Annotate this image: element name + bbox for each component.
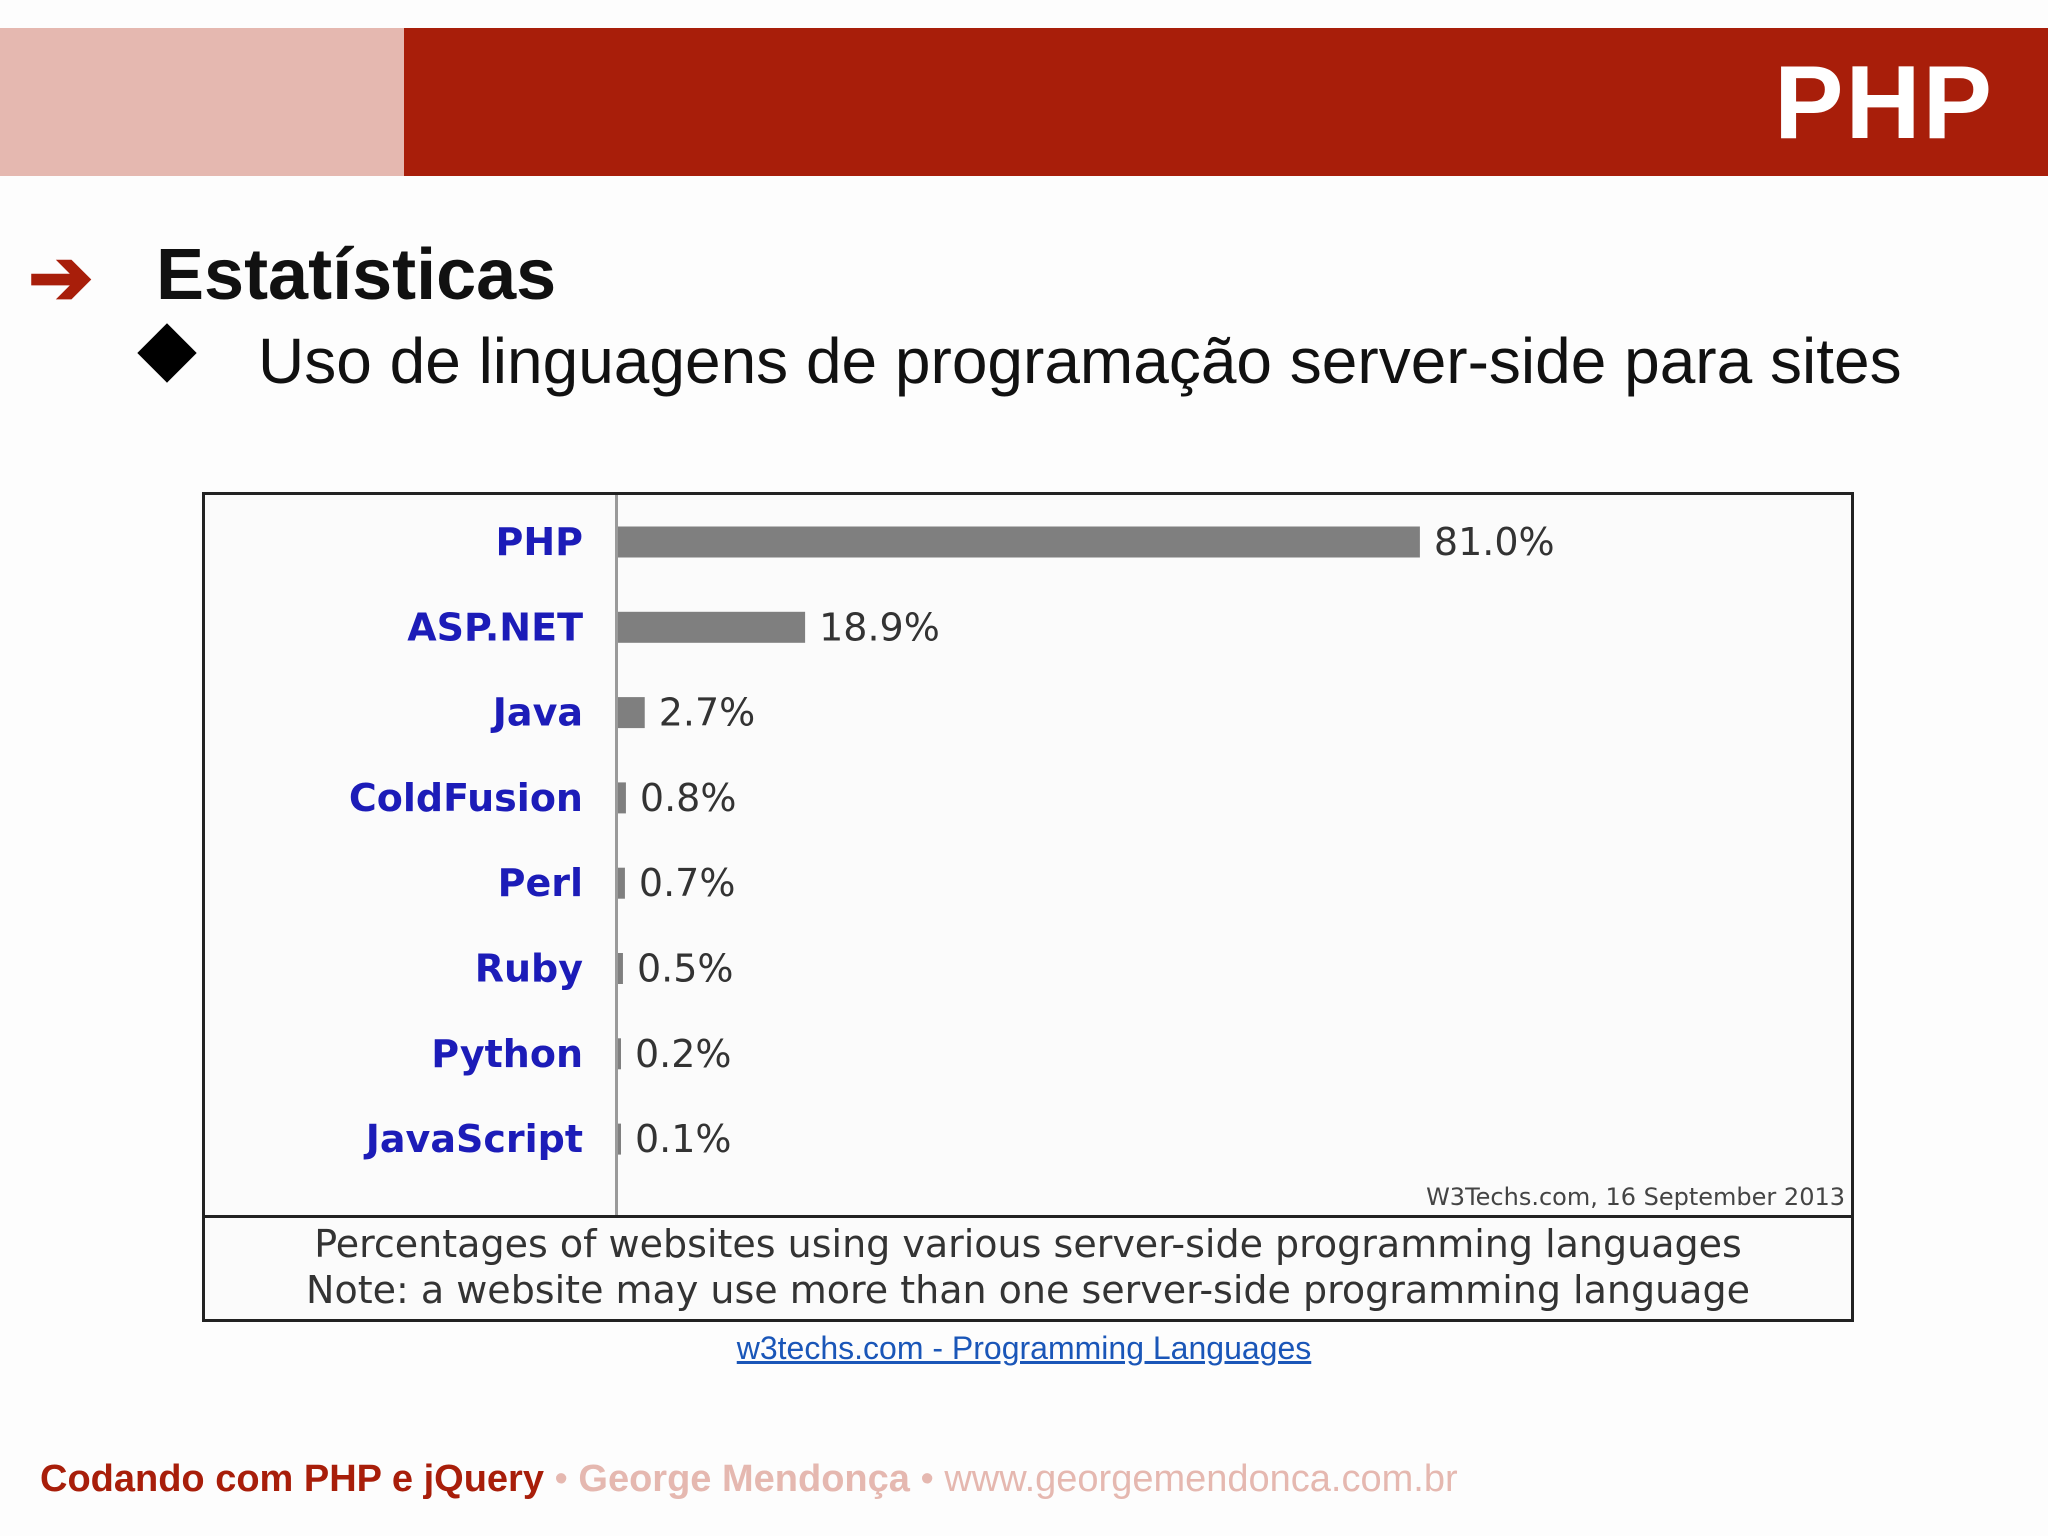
value-label: 81.0%: [1434, 520, 1555, 564]
header-banner-accent: [0, 28, 404, 176]
bar: [618, 611, 806, 643]
bar: [618, 1038, 621, 1070]
chart-axis-line: [615, 495, 618, 1215]
category-label: PHP: [495, 520, 583, 564]
category-label: Python: [431, 1032, 583, 1076]
value-label: 0.8%: [640, 776, 737, 820]
bar: [618, 1123, 621, 1155]
source-link[interactable]: w3techs.com - Programming Languages: [736, 1330, 1312, 1366]
bar: [618, 953, 623, 984]
footer-separator: •: [554, 1458, 568, 1500]
section-heading: Estatísticas: [156, 235, 557, 315]
bar: [618, 867, 625, 899]
footer: Codando com PHP e jQuery • George Mendon…: [40, 1456, 1458, 1502]
footer-website: www.georgemendonca.com.br: [944, 1458, 1458, 1500]
bar: [618, 526, 1420, 558]
chart-plot: PHP 81.0% ASP.NET 18.9% Java 2.7% ColdFusion 0.…: [349, 520, 1555, 1161]
chart-caption-line: Note: a website may use more than one se…: [306, 1268, 1750, 1312]
category-label: ASP.NET: [407, 605, 583, 649]
value-label: 2.7%: [659, 691, 756, 735]
slide-title: PHP: [1774, 45, 1994, 161]
value-label: 0.5%: [637, 947, 734, 991]
category-label: ColdFusion: [349, 776, 583, 820]
arrow-bullet-icon: ➔: [28, 233, 94, 321]
chart-caption-line: Percentages of websites using various se…: [314, 1222, 1742, 1266]
footer-course: Codando com PHP e jQuery: [40, 1458, 544, 1500]
chart-divider: [205, 1215, 1851, 1218]
category-label: Ruby: [475, 947, 584, 991]
bullet-text: Uso de linguagens de programação server-…: [258, 325, 1902, 397]
chart-source: W3Techs.com, 16 September 2013: [1426, 1183, 1845, 1211]
category-label: Java: [490, 691, 583, 735]
footer-author: George Mendonça: [578, 1458, 910, 1500]
value-label: 0.1%: [635, 1117, 732, 1161]
category-label: JavaScript: [363, 1117, 583, 1161]
chart-caption: Percentages of websites using various se…: [205, 1221, 1851, 1313]
bar: [618, 697, 645, 729]
diamond-bullet-icon: [137, 323, 197, 383]
bar: [618, 782, 626, 814]
value-label: 18.9%: [819, 605, 940, 649]
footer-separator: •: [920, 1458, 934, 1500]
value-label: 0.2%: [635, 1032, 732, 1076]
bar-chart: PHP 81.0% ASP.NET 18.9% Java 2.7% ColdFusion 0.…: [202, 492, 1854, 1322]
category-label: Perl: [498, 861, 583, 905]
value-label: 0.7%: [639, 861, 736, 905]
header-banner: [404, 28, 2048, 176]
